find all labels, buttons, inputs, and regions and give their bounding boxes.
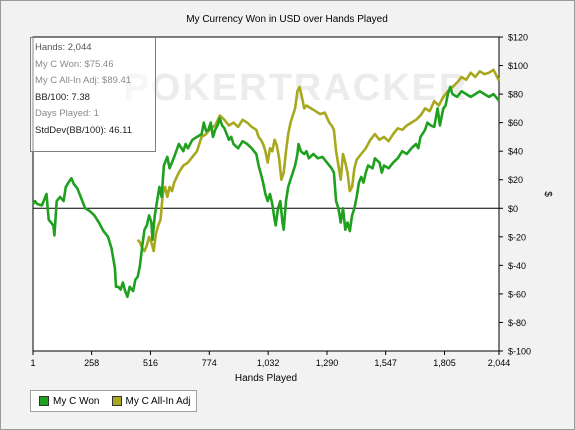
x-tick-label: 258 <box>84 358 99 368</box>
plot-border <box>32 36 500 352</box>
legend-swatch-allin <box>111 396 122 406</box>
y-tick-label: $-80 <box>508 318 526 328</box>
y-tick-label: $20 <box>508 175 523 185</box>
legend-item-allin[interactable]: My C All-In Adj <box>111 395 191 407</box>
legend-label-won: My C Won <box>53 395 100 407</box>
legend-item-won[interactable]: My C Won <box>39 396 100 407</box>
x-tick-label: 774 <box>202 358 217 368</box>
series-line-won <box>31 85 500 299</box>
chart-legend: My C Won My C All-In Adj <box>30 390 197 412</box>
stat-days: Days Played: 1 <box>35 108 99 119</box>
legend-label-allin: My C All-In Adj <box>125 395 191 407</box>
x-tick-label: 1,805 <box>433 358 456 368</box>
x-tick-label: 2,044 <box>488 358 511 368</box>
stat-won: My C Won: $75.46 <box>35 58 114 70</box>
y-tick-label: $120 <box>508 33 528 43</box>
x-tick-label: 516 <box>143 358 158 368</box>
stat-bb100: BB/100: 7.38 <box>35 91 90 103</box>
y-tick-label: $-40 <box>508 261 526 271</box>
stat-hands: Hands: 2,044 <box>35 42 92 53</box>
x-tick-label: 1 <box>30 358 35 368</box>
stats-box: Hands: 2,044 My C Won: $75.46 My C All-I… <box>30 37 156 152</box>
chart-title: My Currency Won in USD over Hands Played <box>186 14 388 25</box>
x-tick-label: 1,032 <box>257 358 280 368</box>
y-tick-label: $80 <box>508 90 523 100</box>
y-tick-label: $-100 <box>508 347 531 357</box>
y-tick-label: $100 <box>508 61 528 71</box>
x-tick-label: 1,290 <box>316 358 339 368</box>
y-axis-label: $ <box>542 191 553 197</box>
y-tick-label: $40 <box>508 147 523 157</box>
y-tick-label: $-20 <box>508 232 526 242</box>
series-line-allin <box>136 68 501 253</box>
stat-stddev: StdDev(BB/100): 46.11 <box>35 124 132 136</box>
y-tick-label: $-60 <box>508 289 526 299</box>
y-tick-label: $60 <box>508 118 523 128</box>
legend-swatch-won <box>39 396 49 406</box>
x-tick-label: 1,547 <box>374 358 397 368</box>
y-tick-label: $0 <box>508 204 518 214</box>
x-axis-label: Hands Played <box>235 373 297 384</box>
stat-allin: My C All-In Adj: $89.41 <box>35 75 132 86</box>
